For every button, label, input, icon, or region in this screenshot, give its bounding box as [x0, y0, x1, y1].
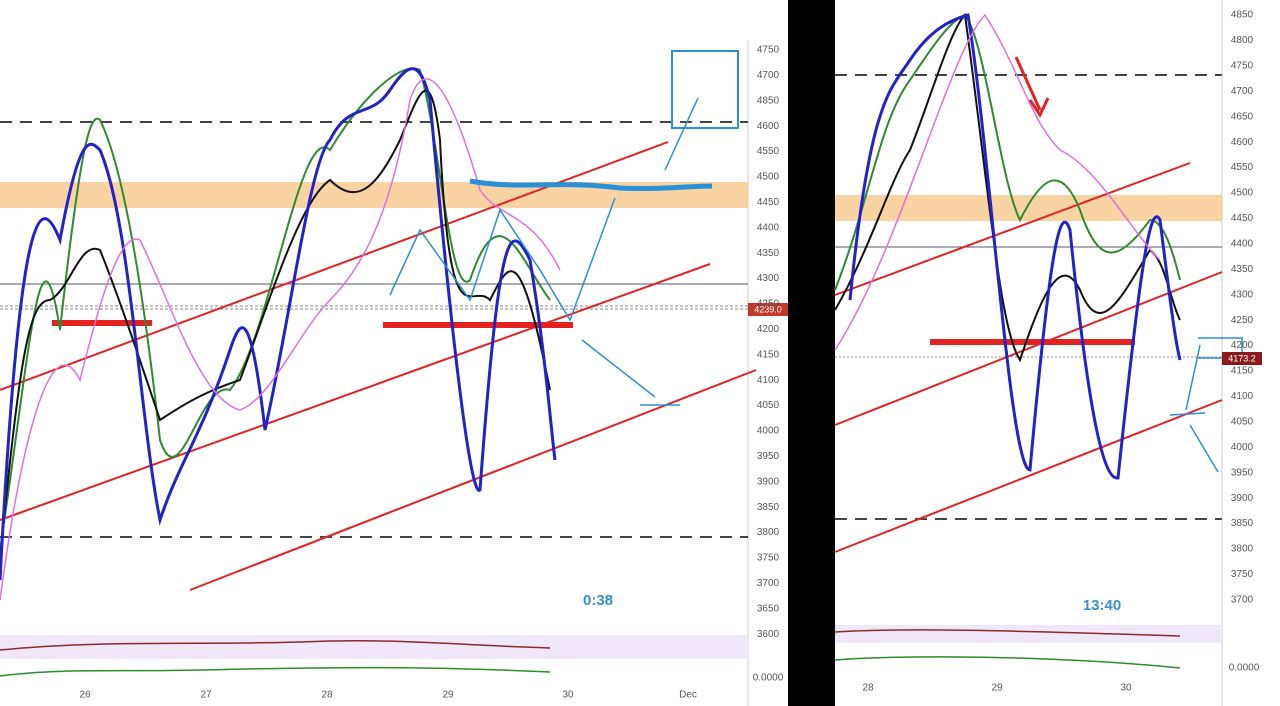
- green-line: [0, 67, 551, 551]
- y-tick-label: 4400: [1231, 239, 1254, 250]
- drawn-arrow: [1014, 56, 1050, 119]
- channel-line: [834, 162, 1191, 296]
- drawn-path: [389, 197, 616, 322]
- indicator-line: [0, 666, 551, 677]
- x-tick-label: 26: [79, 690, 91, 701]
- price-label: 4173.2: [1228, 353, 1256, 363]
- y-tick-label: 4700: [757, 70, 780, 81]
- indicator-line: [834, 629, 1181, 637]
- pink-line: [0, 78, 561, 601]
- y-tick-label: 4550: [1231, 162, 1254, 173]
- y-tick-label: 4150: [1231, 366, 1254, 377]
- channel-line: [834, 271, 1223, 426]
- y-tick-label: 3750: [757, 553, 780, 564]
- channel-line: [834, 399, 1223, 553]
- y-tick-label: 3750: [1231, 569, 1254, 580]
- y-tick-label: 4400: [757, 222, 780, 233]
- y-tick-label: 3700: [757, 578, 780, 589]
- y-tick-label: 4200: [1231, 340, 1254, 351]
- y-tick-label: 4450: [1231, 213, 1254, 224]
- price-label: 4239.0: [754, 304, 782, 314]
- y-tick-label: 3900: [1231, 493, 1254, 504]
- y-tick-label: 3850: [757, 502, 780, 513]
- timer: 13:40: [1083, 597, 1121, 614]
- y-tick-label: 4450: [757, 197, 780, 208]
- drawn-bracket: [1198, 337, 1243, 359]
- black-line: [834, 12, 1181, 363]
- x-tick-label: 30: [1120, 683, 1132, 694]
- indicator-line: [834, 656, 1181, 669]
- y-tick-label: 4700: [1231, 86, 1254, 97]
- x-tick-label: Dec: [679, 690, 697, 701]
- blue-line: [848, 13, 1182, 480]
- y-tick-label: 4650: [1231, 111, 1254, 122]
- y-tick-label: 4350: [1231, 264, 1254, 275]
- target-box: [671, 50, 739, 129]
- y-tick-label: 3800: [757, 527, 780, 538]
- price-tag: [1222, 352, 1262, 365]
- y-tick-label: 3700: [1231, 595, 1254, 606]
- drawn-arrow: [581, 97, 699, 406]
- y-tick-label: 4050: [757, 400, 780, 411]
- green-line: [834, 13, 1181, 291]
- y-tick-label: 4550: [757, 146, 780, 157]
- left-panel: [0, 0, 788, 706]
- pink-line: [834, 13, 1161, 351]
- indicator-pane: [0, 635, 748, 659]
- y-tick-label: 3950: [1231, 467, 1254, 478]
- drawn-arrow: [1169, 344, 1219, 473]
- y-tick-label: 4150: [757, 349, 780, 360]
- y-tick-label: 4200: [757, 324, 780, 335]
- y-tick-label: 3650: [757, 603, 780, 614]
- x-tick-label: 27: [200, 690, 212, 701]
- indicator-line: [0, 640, 551, 651]
- x-tick-label: 28: [862, 683, 874, 694]
- y-tick-label: 4250: [757, 299, 780, 310]
- x-tick-label: 29: [442, 690, 454, 701]
- y-tick-label: 4750: [757, 45, 780, 56]
- y-tick-label: 4100: [757, 375, 780, 386]
- x-tick-label: 30: [562, 690, 574, 701]
- y-tick-label: 4000: [757, 426, 780, 437]
- y-tick-label: 4250: [1231, 315, 1254, 326]
- indicator-label: 0.0000: [753, 673, 784, 684]
- right-panel: [835, 0, 1280, 706]
- y-tick-label: 4600: [1231, 137, 1254, 148]
- indicator-label: 0.0000: [1229, 663, 1260, 674]
- y-tick-label: 4300: [757, 273, 780, 284]
- x-tick-label: 29: [991, 683, 1003, 694]
- axis-labels: 4750 4700 4850 4600 4550 4500 4450 4400 4350 4300…: [79, 10, 1253, 701]
- y-tick-label: 4800: [1231, 35, 1254, 46]
- y-tick-label: 4500: [1231, 188, 1254, 199]
- y-tick-label: 4850: [1231, 10, 1254, 21]
- price-tag: [748, 303, 788, 316]
- y-tick-label: 4750: [1231, 61, 1254, 72]
- x-tick-label: 28: [321, 690, 333, 701]
- y-tick-label: 4850: [757, 95, 780, 106]
- y-tick-label: 3900: [757, 476, 780, 487]
- y-tick-label: 3800: [1231, 544, 1254, 555]
- y-tick-label: 4100: [1231, 391, 1254, 402]
- y-tick-label: 4600: [757, 121, 780, 132]
- y-tick-label: 4000: [1231, 442, 1254, 453]
- y-tick-label: 4050: [1231, 417, 1254, 428]
- drawn-resistance: [469, 178, 713, 192]
- y-tick-label: 4350: [757, 248, 780, 259]
- y-tick-label: 3850: [1231, 518, 1254, 529]
- y-tick-label: 3950: [757, 451, 780, 462]
- blue-line: [0, 67, 557, 581]
- y-tick-label: 4500: [757, 172, 780, 183]
- resistance-zone: [835, 195, 1222, 221]
- y-tick-label: 4300: [1231, 289, 1254, 300]
- indicator-pane: [835, 625, 1222, 643]
- timer: 0:38: [583, 592, 613, 609]
- y-tick-label: 3600: [757, 629, 780, 640]
- channel-line: [0, 263, 711, 521]
